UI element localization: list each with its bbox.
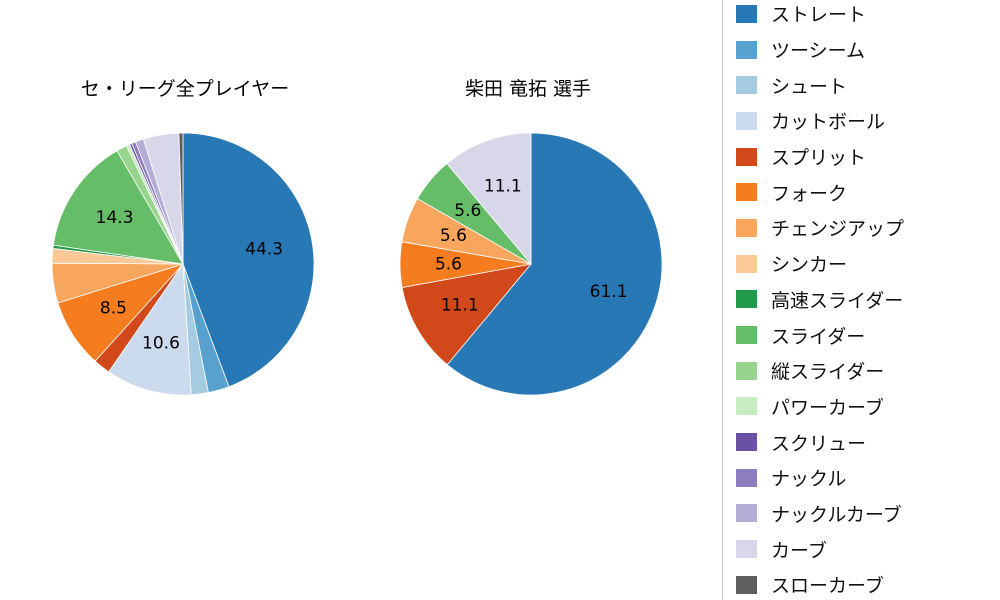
pie-slice-カットボール bbox=[108, 262, 192, 396]
pie-slice-label: 44.3 bbox=[245, 239, 283, 259]
legend-swatch bbox=[736, 504, 757, 523]
pie-slice-label: 5.6 bbox=[440, 226, 467, 246]
legend-item: スローカーブ bbox=[736, 567, 1000, 600]
pie-title-player: 柴田 竜拓 選手 bbox=[464, 78, 592, 100]
legend-label: 縦スライダー bbox=[771, 361, 885, 384]
legend-item: 縦スライダー bbox=[736, 353, 1000, 389]
pie-chart-player: 61.111.15.65.65.611.1 bbox=[399, 132, 663, 396]
legend-item: カーブ bbox=[736, 531, 1000, 567]
legend-swatch bbox=[736, 40, 757, 59]
legend-label: 高速スライダー bbox=[771, 289, 904, 312]
legend-swatch bbox=[736, 540, 757, 559]
legend-swatch bbox=[736, 361, 757, 380]
legend-item: スライダー bbox=[736, 317, 1000, 353]
legend-item: スプリット bbox=[736, 139, 1000, 175]
legend-item: ツーシーム bbox=[736, 32, 1000, 68]
legend-swatch bbox=[736, 326, 757, 345]
pie-slice-label: 10.6 bbox=[142, 334, 180, 354]
legend-item: ナックル bbox=[736, 460, 1000, 496]
legend-swatch bbox=[736, 575, 757, 594]
legend-swatch bbox=[736, 254, 757, 273]
legend-item: チェンジアップ bbox=[736, 210, 1000, 246]
pie-title-league: セ・リーグ全プレイヤー bbox=[80, 78, 290, 100]
legend-item: パワーカーブ bbox=[736, 389, 1000, 425]
pie-chart-league: 44.3 10.6 8.5 14.3 bbox=[51, 132, 315, 396]
legend-label: ナックルカーブ bbox=[771, 503, 902, 526]
pie-slice-スライダー bbox=[52, 150, 184, 265]
pie-slice-label: 11.1 bbox=[484, 176, 522, 196]
pie-slice-ストレート bbox=[182, 132, 315, 388]
pie-slice-label: 5.6 bbox=[454, 201, 481, 221]
legend-label: ツーシーム bbox=[771, 40, 866, 63]
legend-swatch bbox=[736, 397, 757, 416]
pie-slice-label: 5.6 bbox=[435, 254, 462, 274]
legend-label: カットボール bbox=[771, 111, 886, 134]
legend-swatch bbox=[736, 76, 757, 95]
legend-swatch bbox=[736, 468, 757, 487]
legend-label: スライダー bbox=[771, 325, 866, 348]
legend-label: ナックル bbox=[771, 468, 847, 491]
legend-swatch bbox=[736, 4, 757, 23]
legend: ストレートツーシームシュートカットボール スプリットフォークチェンジアップ シンカー… bbox=[722, 0, 1000, 600]
legend-label: ストレート bbox=[771, 4, 867, 27]
legend-item: カットボール bbox=[736, 103, 1000, 139]
legend-swatch bbox=[736, 183, 757, 202]
pie-slice-カーブ bbox=[446, 132, 532, 266]
pie-slice-スローカーブ bbox=[178, 132, 184, 265]
legend-label: フォーク bbox=[771, 182, 848, 205]
legend-item: シンカー bbox=[736, 246, 1000, 282]
legend-item: スクリュー bbox=[736, 424, 1000, 460]
legend-swatch bbox=[736, 111, 757, 130]
legend-swatch bbox=[736, 147, 757, 166]
legend-label: カーブ bbox=[771, 539, 827, 562]
pie-slice-label: 14.3 bbox=[96, 208, 134, 228]
legend-item: シュート bbox=[736, 67, 1000, 103]
legend-label: スローカーブ bbox=[771, 575, 884, 598]
pie-slice-ストレート bbox=[446, 132, 663, 396]
legend-label: パワーカーブ bbox=[771, 396, 884, 419]
pie-slice-label: 61.1 bbox=[590, 282, 628, 302]
legend-swatch bbox=[736, 433, 757, 452]
legend-label: シュート bbox=[771, 75, 848, 98]
legend-item: ストレート bbox=[736, 0, 1000, 32]
legend-label: スクリュー bbox=[771, 432, 867, 455]
legend-swatch bbox=[736, 218, 757, 237]
legend-label: シンカー bbox=[771, 254, 848, 277]
legend-label: スプリット bbox=[771, 147, 867, 170]
pie-slice-label: 11.1 bbox=[441, 296, 479, 316]
legend-item: 高速スライダー bbox=[736, 282, 1000, 318]
legend-label: チェンジアップ bbox=[771, 218, 905, 241]
pie-slice-label: 8.5 bbox=[100, 298, 127, 318]
pie-slice-スプリット bbox=[401, 263, 533, 366]
legend-item: ナックルカーブ bbox=[736, 496, 1000, 532]
legend-swatch bbox=[736, 290, 757, 309]
legend-item: フォーク bbox=[736, 174, 1000, 210]
